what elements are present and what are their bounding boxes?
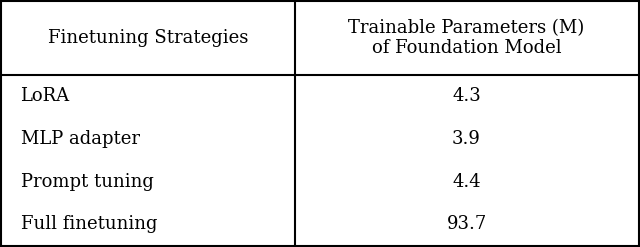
Text: Full finetuning: Full finetuning [20,215,157,233]
Text: 93.7: 93.7 [447,215,486,233]
Text: Prompt tuning: Prompt tuning [20,172,154,190]
Text: Trainable Parameters (M)
of Foundation Model: Trainable Parameters (M) of Foundation M… [348,19,585,57]
Text: 3.9: 3.9 [452,130,481,148]
Text: MLP adapter: MLP adapter [20,130,140,148]
Text: 4.3: 4.3 [452,87,481,105]
Text: LoRA: LoRA [20,87,70,105]
Text: 4.4: 4.4 [452,172,481,190]
Text: Finetuning Strategies: Finetuning Strategies [48,29,248,47]
